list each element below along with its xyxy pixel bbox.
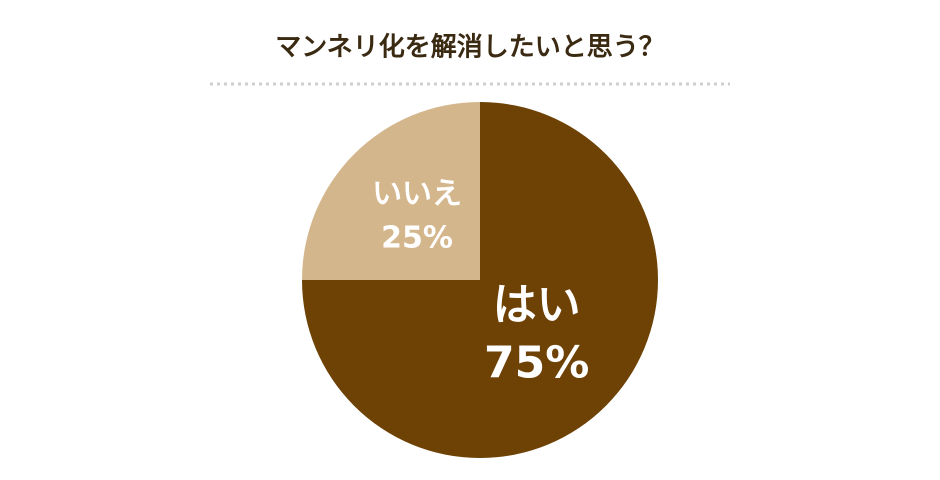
- slice-value-label: 25%: [381, 221, 453, 256]
- slice-value-label: 75%: [484, 338, 589, 389]
- slice-category-label: はい: [493, 280, 581, 331]
- slice-category-label: いいえ: [372, 177, 462, 212]
- pie-slice: [302, 102, 480, 280]
- chart-title: マンネリ化を解消したいと思う？: [275, 33, 664, 63]
